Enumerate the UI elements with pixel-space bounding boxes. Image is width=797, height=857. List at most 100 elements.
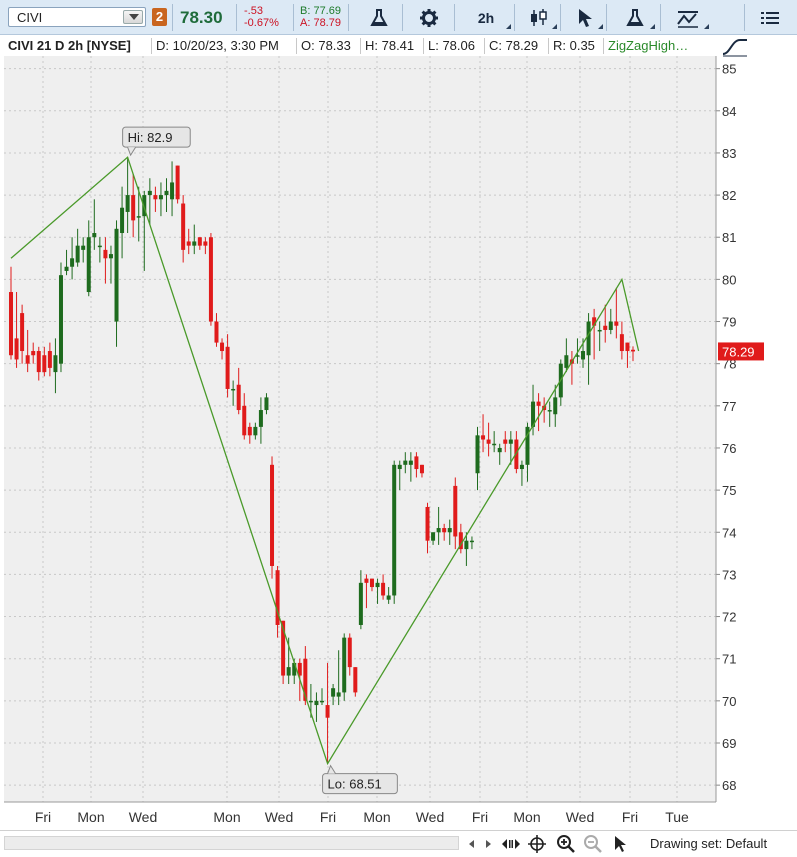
candle-body xyxy=(170,182,175,200)
y-tick-label: 72 xyxy=(722,610,736,625)
toolbar-divider xyxy=(454,4,455,31)
symbol-dropdown-button[interactable] xyxy=(123,10,143,24)
candle-body xyxy=(220,342,225,352)
cursor-button[interactable] xyxy=(566,4,604,31)
candle-body xyxy=(486,439,491,444)
x-tick-label: Mon xyxy=(213,809,240,825)
chart-type-button[interactable] xyxy=(520,4,558,31)
toolbar-divider xyxy=(293,4,294,31)
zoom-out-button[interactable] xyxy=(582,834,604,854)
candle-body xyxy=(375,582,380,588)
y-tick-label: 82 xyxy=(722,188,736,203)
chart-header: CIVI 21 D 2h [NYSE] D: 10/20/23, 3:30 PM… xyxy=(4,36,719,56)
zoom-out-icon xyxy=(584,835,602,853)
study-label-zigzag[interactable]: ZigZagHigh… xyxy=(608,38,689,53)
chart-style-icon xyxy=(722,39,747,57)
candle-body xyxy=(31,351,36,356)
low-annotation-box xyxy=(322,773,398,795)
candle-body xyxy=(297,662,302,676)
toolbar-divider xyxy=(236,4,237,31)
menu-button[interactable] xyxy=(752,4,788,31)
candle-body xyxy=(53,355,58,373)
time-scrollbar[interactable] xyxy=(4,836,459,850)
expand-range-button[interactable] xyxy=(500,834,522,854)
candle-body xyxy=(386,595,391,600)
x-tick-label: Wed xyxy=(129,809,158,825)
header-divider xyxy=(423,38,424,54)
header-divider xyxy=(360,38,361,54)
price-chart[interactable]: 68 69 70 71 72 73 74 75 76 77 78 79 80 81 82 83 84 85 Fri M… xyxy=(4,56,797,830)
candle-body xyxy=(175,165,180,200)
candle-body xyxy=(464,540,469,550)
toolbar-divider xyxy=(514,4,515,31)
candle-body xyxy=(75,245,80,263)
dropdown-corner-icon xyxy=(506,24,511,29)
y-tick-label: 74 xyxy=(722,525,736,540)
candle-body xyxy=(381,582,386,596)
candle-body xyxy=(164,190,169,196)
y-tick-label: 75 xyxy=(722,483,736,498)
candle-body xyxy=(125,195,130,212)
x-tick-label: Fri xyxy=(472,809,488,825)
candle-body xyxy=(631,349,635,352)
candle-body xyxy=(281,620,286,676)
net-change-percent: -0.67% xyxy=(244,17,279,29)
studies-button[interactable] xyxy=(362,4,396,31)
aggregation-button[interactable]: 2h xyxy=(460,4,512,31)
y-tick-label: 83 xyxy=(722,146,736,161)
candle-body xyxy=(253,426,258,436)
candle-body xyxy=(586,321,591,356)
scroll-left-button[interactable] xyxy=(464,834,478,854)
candle-body xyxy=(608,321,613,330)
menu-icon xyxy=(761,11,779,24)
candle-body xyxy=(408,460,413,465)
toolbar-divider xyxy=(744,4,745,31)
last-price: 78.30 xyxy=(180,8,223,27)
candle-body xyxy=(236,384,241,411)
candle-body xyxy=(336,692,341,697)
x-tick-label: Mon xyxy=(77,809,104,825)
pointer-button[interactable] xyxy=(610,834,630,854)
candle-body xyxy=(131,195,136,221)
x-tick-label: Fri xyxy=(35,809,51,825)
drawing-set-label[interactable]: Drawing set: Default xyxy=(650,836,768,851)
candle-body xyxy=(136,216,141,218)
drawing-tools-icon xyxy=(677,10,698,28)
dropdown-corner-icon xyxy=(704,24,709,29)
symbol-selector[interactable]: CIVI xyxy=(8,7,146,27)
candle-body xyxy=(536,401,541,406)
candle-body xyxy=(197,237,202,246)
quick-studies-button[interactable] xyxy=(614,4,656,31)
y-tick-label: 84 xyxy=(722,104,736,119)
candle-body xyxy=(392,464,397,596)
dropdown-corner-icon xyxy=(552,24,557,29)
crosshair-button[interactable] xyxy=(527,834,547,854)
bar-date: D: 10/20/23, 3:30 PM xyxy=(156,38,279,53)
chart-bottom-bar: Drawing set: Default xyxy=(0,830,797,857)
candle-body xyxy=(58,275,63,364)
candle-body xyxy=(108,254,113,259)
candle-body xyxy=(64,266,69,271)
candle-body xyxy=(342,637,347,693)
candle-body xyxy=(469,540,474,543)
candle-body xyxy=(70,258,75,267)
last-price-bubble xyxy=(718,342,764,361)
zoom-in-button[interactable] xyxy=(555,834,577,854)
gear-icon xyxy=(420,8,438,27)
link-group-badge[interactable]: 2 xyxy=(152,8,167,26)
candle-body xyxy=(419,464,424,474)
candle-body xyxy=(619,334,624,352)
candle-body xyxy=(142,195,147,217)
settings-button[interactable] xyxy=(412,4,446,31)
x-tick-label: Mon xyxy=(513,809,540,825)
candle-body xyxy=(97,245,102,248)
scroll-left-icon xyxy=(469,840,474,848)
candle-body xyxy=(397,464,402,470)
drawing-tools-button[interactable] xyxy=(666,4,710,31)
aggregation-label: 2h xyxy=(477,9,495,26)
scroll-right-button[interactable] xyxy=(482,834,496,854)
bar-range: R: 0.35 xyxy=(553,38,595,53)
x-tick-label: Wed xyxy=(566,809,595,825)
chart-style-button[interactable] xyxy=(720,36,750,58)
